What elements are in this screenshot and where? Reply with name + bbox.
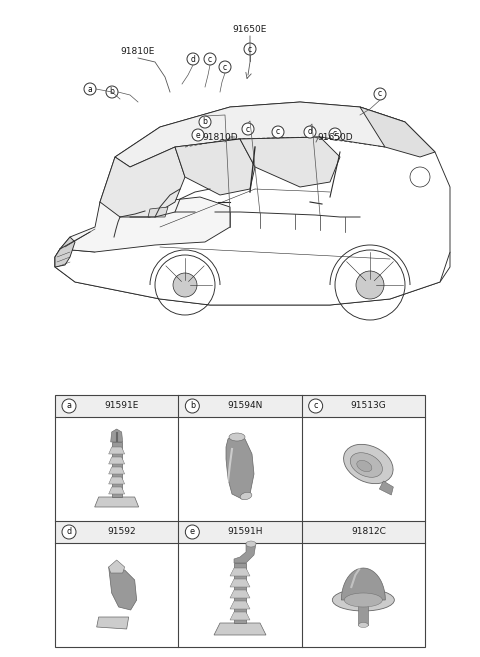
Polygon shape xyxy=(341,568,385,600)
Circle shape xyxy=(309,399,323,413)
Circle shape xyxy=(185,399,199,413)
Ellipse shape xyxy=(344,593,383,607)
Text: d: d xyxy=(308,127,312,137)
Text: c: c xyxy=(313,401,318,411)
Polygon shape xyxy=(234,543,256,563)
Circle shape xyxy=(329,128,341,140)
Circle shape xyxy=(374,88,386,100)
Polygon shape xyxy=(175,139,255,195)
Ellipse shape xyxy=(332,589,395,611)
Text: 91591H: 91591H xyxy=(227,528,263,537)
Polygon shape xyxy=(230,590,250,598)
Bar xyxy=(359,603,368,625)
Text: 91592: 91592 xyxy=(108,528,136,537)
Text: 91650E: 91650E xyxy=(233,24,267,34)
Bar xyxy=(179,395,301,417)
Circle shape xyxy=(62,399,76,413)
Bar xyxy=(55,395,179,417)
Polygon shape xyxy=(108,560,125,573)
Bar xyxy=(234,563,246,623)
Polygon shape xyxy=(360,107,435,157)
Circle shape xyxy=(204,53,216,65)
Polygon shape xyxy=(55,237,75,267)
Circle shape xyxy=(62,525,76,539)
Text: 91810E: 91810E xyxy=(121,47,155,55)
Ellipse shape xyxy=(344,444,393,484)
Text: b: b xyxy=(190,401,195,411)
Text: 91812C: 91812C xyxy=(351,528,386,537)
Polygon shape xyxy=(96,617,129,629)
Text: 91591E: 91591E xyxy=(105,401,139,411)
Polygon shape xyxy=(108,447,125,454)
Ellipse shape xyxy=(246,541,256,547)
Text: c: c xyxy=(248,45,252,53)
Bar xyxy=(112,442,121,497)
Circle shape xyxy=(192,129,204,141)
Text: c: c xyxy=(276,127,280,137)
Polygon shape xyxy=(240,137,340,187)
Polygon shape xyxy=(108,567,137,610)
Circle shape xyxy=(199,116,211,128)
Text: 91810D: 91810D xyxy=(202,133,238,141)
Bar xyxy=(179,521,301,543)
Text: c: c xyxy=(378,89,382,99)
Text: c: c xyxy=(223,62,227,72)
Circle shape xyxy=(187,53,199,65)
Polygon shape xyxy=(55,249,450,305)
Text: b: b xyxy=(109,87,114,97)
Circle shape xyxy=(272,126,284,138)
Polygon shape xyxy=(379,481,393,495)
Text: a: a xyxy=(67,401,72,411)
Bar xyxy=(301,521,425,543)
Bar xyxy=(301,395,425,417)
Text: 91650D: 91650D xyxy=(317,133,353,143)
Text: a: a xyxy=(88,85,92,93)
Polygon shape xyxy=(115,102,405,167)
Polygon shape xyxy=(230,601,250,609)
Polygon shape xyxy=(108,457,125,464)
Circle shape xyxy=(84,83,96,95)
Circle shape xyxy=(242,123,254,135)
Text: e: e xyxy=(190,528,195,537)
Circle shape xyxy=(244,43,256,55)
Polygon shape xyxy=(230,579,250,587)
Polygon shape xyxy=(214,623,266,635)
Text: 91513G: 91513G xyxy=(350,401,386,411)
Text: d: d xyxy=(66,528,72,537)
Polygon shape xyxy=(108,487,125,494)
Circle shape xyxy=(219,61,231,73)
Polygon shape xyxy=(226,434,254,499)
Bar xyxy=(55,395,425,647)
Bar xyxy=(55,521,179,543)
Circle shape xyxy=(106,86,118,98)
Polygon shape xyxy=(108,477,125,484)
Text: c: c xyxy=(246,124,250,133)
Ellipse shape xyxy=(359,622,368,627)
Ellipse shape xyxy=(350,453,383,477)
Ellipse shape xyxy=(229,433,245,441)
Polygon shape xyxy=(55,102,450,305)
Text: b: b xyxy=(203,118,207,127)
Polygon shape xyxy=(95,497,139,507)
Ellipse shape xyxy=(357,461,372,472)
Polygon shape xyxy=(108,467,125,474)
Polygon shape xyxy=(148,207,168,217)
Polygon shape xyxy=(230,612,250,620)
Circle shape xyxy=(304,126,316,138)
Circle shape xyxy=(356,271,384,299)
Text: c: c xyxy=(333,129,337,139)
Circle shape xyxy=(185,525,199,539)
Polygon shape xyxy=(111,429,123,442)
Polygon shape xyxy=(60,197,230,252)
Polygon shape xyxy=(230,568,250,576)
Text: c: c xyxy=(208,55,212,64)
Polygon shape xyxy=(100,147,185,217)
Circle shape xyxy=(173,273,197,297)
Text: d: d xyxy=(191,55,195,64)
Text: e: e xyxy=(196,131,200,139)
Ellipse shape xyxy=(240,492,252,500)
Text: 91594N: 91594N xyxy=(228,401,263,411)
